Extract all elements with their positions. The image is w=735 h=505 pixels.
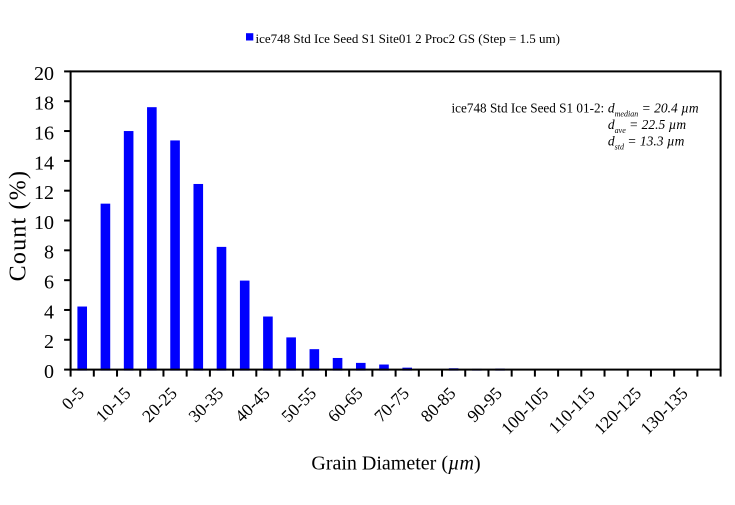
svg-text:0: 0 bbox=[44, 361, 54, 383]
svg-text:16: 16 bbox=[34, 122, 54, 144]
svg-text:6: 6 bbox=[44, 272, 54, 294]
svg-text:Count (%): Count (%) bbox=[6, 170, 32, 281]
svg-text:14: 14 bbox=[34, 152, 54, 174]
svg-text:2: 2 bbox=[44, 331, 54, 353]
svg-text:18: 18 bbox=[34, 93, 54, 115]
svg-text:8: 8 bbox=[44, 242, 54, 264]
svg-text:20: 20 bbox=[34, 63, 54, 85]
svg-text:4: 4 bbox=[44, 301, 54, 323]
svg-text:dstd = 13.3 µm: dstd = 13.3 µm bbox=[608, 133, 685, 151]
svg-text:Grain Diameter (µm): Grain Diameter (µm) bbox=[311, 453, 480, 475]
svg-text:ice748 Std Ice Seed S1 Site01: ice748 Std Ice Seed S1 Site01 2 Proc2 GS… bbox=[256, 31, 561, 46]
svg-text:ice748 Std Ice Seed S1 01-2:: ice748 Std Ice Seed S1 01-2: bbox=[452, 101, 605, 116]
svg-text:12: 12 bbox=[34, 182, 54, 204]
svg-text:dave = 22.5 µm: dave = 22.5 µm bbox=[608, 117, 686, 135]
svg-text:10: 10 bbox=[34, 212, 54, 234]
